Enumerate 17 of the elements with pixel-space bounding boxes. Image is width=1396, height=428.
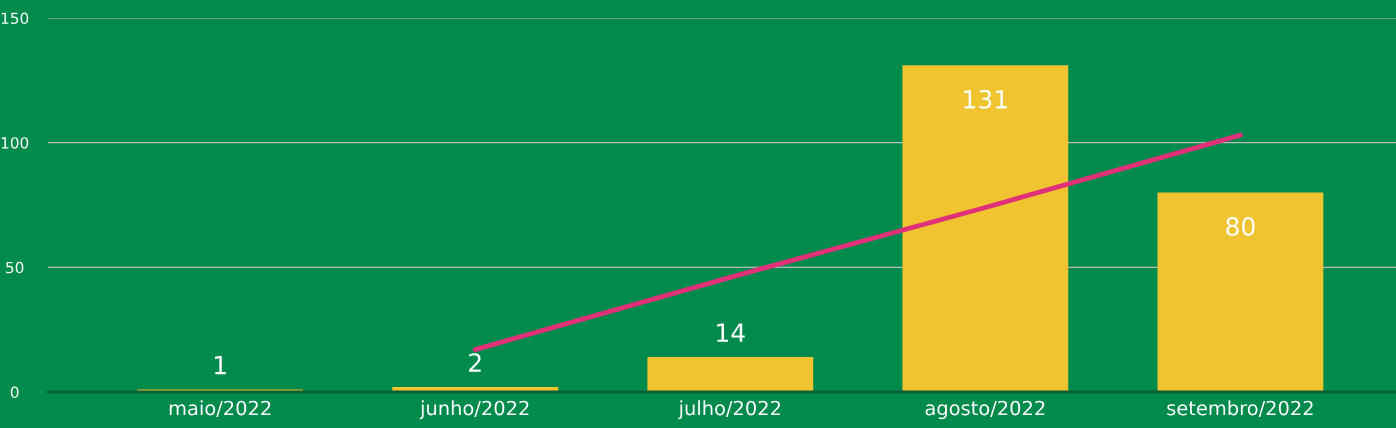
x-tick-label: maio/2022 [169,400,271,417]
y-tick-label: 150 [1,12,29,25]
x-tick-label: junho/2022 [419,400,529,420]
data-label: 80 [1226,216,1255,236]
y-tick-label: 100 [1,137,29,149]
x-tick-label: agosto/2022 [925,400,1045,420]
data-label: 14 [717,323,745,342]
y-tick-label: 0 [10,386,19,399]
bar [1157,192,1324,392]
data-label: 2 [469,353,481,372]
x-tick-label: julho/2022 [678,400,781,420]
y-tick-label: 50 [6,261,24,274]
bar [647,357,814,392]
x-tick-label: setembro/2022 [1167,400,1313,417]
data-label: 1 [214,355,226,375]
bar [902,65,1069,392]
data-label: 131 [964,89,1007,109]
